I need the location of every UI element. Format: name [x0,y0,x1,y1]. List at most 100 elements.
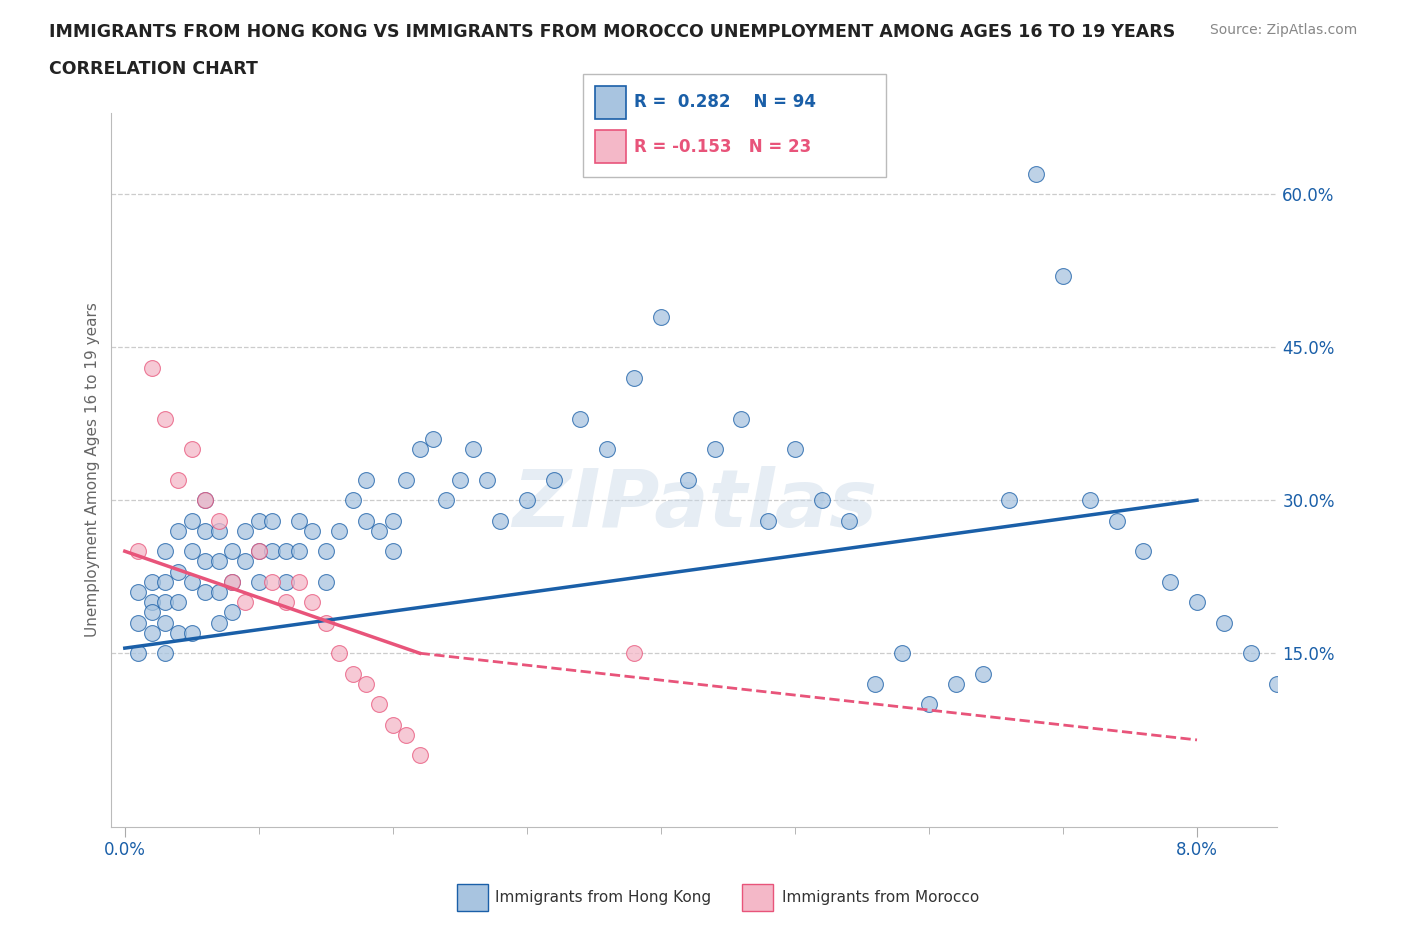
Point [368,697,391,711]
Point [1132,544,1154,559]
Point [342,666,364,681]
Point [408,442,430,457]
Y-axis label: Unemployment Among Ages 16 to 19 years: Unemployment Among Ages 16 to 19 years [86,302,100,637]
Point [1105,513,1128,528]
Point [288,575,311,590]
Point [180,442,202,457]
Point [354,472,377,487]
Point [972,666,994,681]
Point [247,544,270,559]
Point [315,575,337,590]
Point [167,472,190,487]
Point [141,575,163,590]
Point [247,544,270,559]
Text: ZIPatlas: ZIPatlas [512,466,877,544]
Point [756,513,779,528]
Text: R =  0.282    N = 94: R = 0.282 N = 94 [634,93,815,112]
Point [408,748,430,763]
Point [395,727,418,742]
Point [945,676,967,691]
Text: Source: ZipAtlas.com: Source: ZipAtlas.com [1209,23,1357,37]
Point [288,544,311,559]
Point [1159,575,1181,590]
Point [153,411,176,426]
Text: IMMIGRANTS FROM HONG KONG VS IMMIGRANTS FROM MOROCCO UNEMPLOYMENT AMONG AGES 16 : IMMIGRANTS FROM HONG KONG VS IMMIGRANTS … [49,23,1175,41]
Point [247,513,270,528]
Point [381,513,404,528]
Point [127,645,149,660]
Point [301,595,323,610]
Point [342,493,364,508]
Point [1347,737,1369,752]
Point [274,595,297,610]
Point [167,625,190,640]
Point [180,544,202,559]
Point [141,625,163,640]
Point [141,605,163,620]
Point [221,605,243,620]
Point [463,442,485,457]
Point [328,645,350,660]
Point [328,524,350,538]
Point [918,697,941,711]
Point [422,432,444,446]
Point [153,645,176,660]
Point [449,472,471,487]
Point [262,575,284,590]
Point [865,676,887,691]
Point [810,493,832,508]
Point [207,554,229,569]
Point [262,544,284,559]
Text: CORRELATION CHART: CORRELATION CHART [49,60,259,78]
Point [676,472,699,487]
Point [141,595,163,610]
Point [153,544,176,559]
Point [1320,717,1343,732]
Point [703,442,725,457]
Point [180,575,202,590]
Point [288,513,311,528]
Point [207,513,229,528]
Point [998,493,1021,508]
Point [194,585,217,600]
Point [207,585,229,600]
Point [194,524,217,538]
Point [381,544,404,559]
Point [891,645,914,660]
Point [475,472,498,487]
Point [436,493,458,508]
Point [235,554,257,569]
Point [235,524,257,538]
Point [838,513,860,528]
Point [153,595,176,610]
Point [262,513,284,528]
Point [730,411,752,426]
Point [354,676,377,691]
Point [194,493,217,508]
Point [180,513,202,528]
Point [596,442,619,457]
Point [489,513,512,528]
Point [543,472,565,487]
Point [381,717,404,732]
Point [167,595,190,610]
Point [1400,758,1406,773]
Point [167,524,190,538]
Point [1267,676,1289,691]
Point [1294,697,1316,711]
Text: Immigrants from Morocco: Immigrants from Morocco [782,890,979,905]
Point [127,615,149,630]
Point [1374,748,1396,763]
Point [207,615,229,630]
Point [783,442,806,457]
Point [650,309,672,324]
Text: Immigrants from Hong Kong: Immigrants from Hong Kong [495,890,711,905]
Point [623,370,645,385]
Point [274,544,297,559]
Point [221,544,243,559]
Point [274,575,297,590]
Point [235,595,257,610]
Point [354,513,377,528]
Point [569,411,592,426]
Point [1212,615,1234,630]
